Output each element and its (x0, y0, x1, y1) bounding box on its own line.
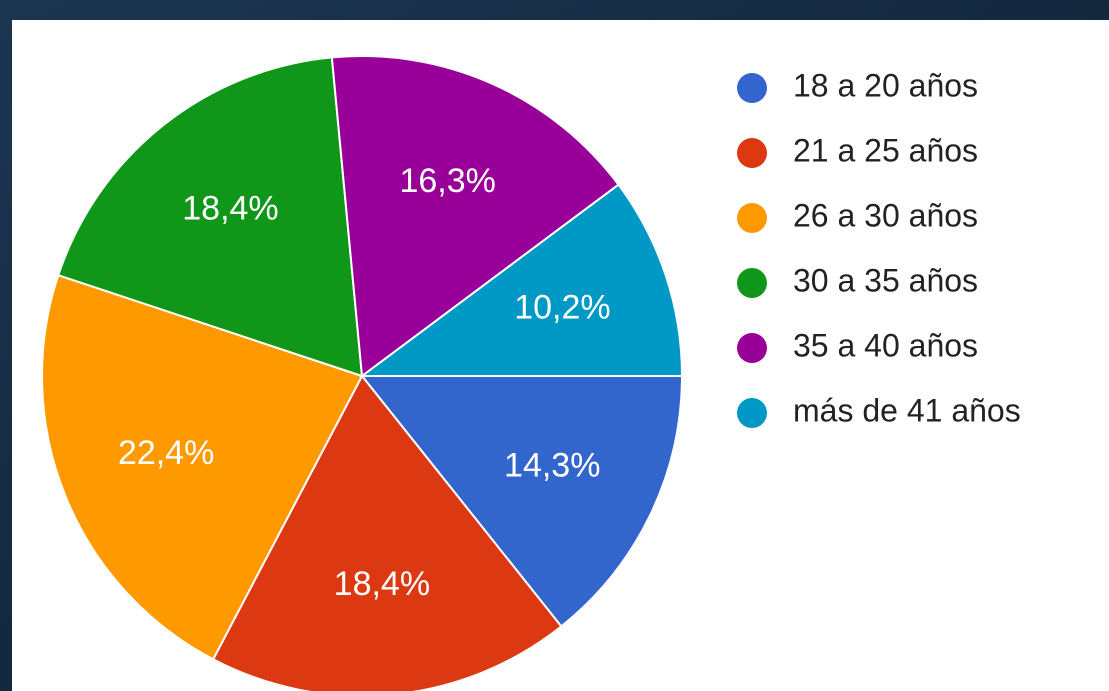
pie-slice (330, 55, 620, 378)
value-label: 14,3% (504, 447, 600, 485)
legend-swatch (737, 138, 767, 168)
value-label: 18,4% (334, 565, 430, 603)
value-label: 16,3% (399, 162, 495, 200)
legend-swatch (737, 333, 767, 363)
pie-slice (358, 183, 684, 377)
pie-slice (41, 273, 364, 661)
legend-swatch (737, 203, 767, 233)
legend-label: 30 a 35 años (793, 262, 978, 298)
value-label: 10,2% (514, 288, 610, 326)
legend-swatch (737, 268, 767, 298)
legend-label: 35 a 40 años (793, 327, 978, 363)
legend-label: 21 a 25 años (793, 132, 978, 168)
value-label: 18,4% (182, 190, 278, 228)
legend-label: más de 41 años (793, 392, 1021, 428)
legend-swatch (737, 398, 767, 428)
legend-swatch (737, 73, 767, 103)
legend: 18 a 20 años 21 a 25 años 26 a 30 años 30 a… (737, 67, 1021, 428)
legend-label: 26 a 30 años (793, 197, 978, 233)
legend-label: 18 a 20 años (793, 67, 978, 103)
pie-slice (211, 374, 563, 691)
pie-slice (359, 375, 684, 628)
pie-slice (57, 56, 364, 378)
pie: 14,3% 18,4% 22,4% 18,4% 16,3% 10,2% (41, 55, 684, 691)
value-label: 22,4% (118, 434, 214, 472)
